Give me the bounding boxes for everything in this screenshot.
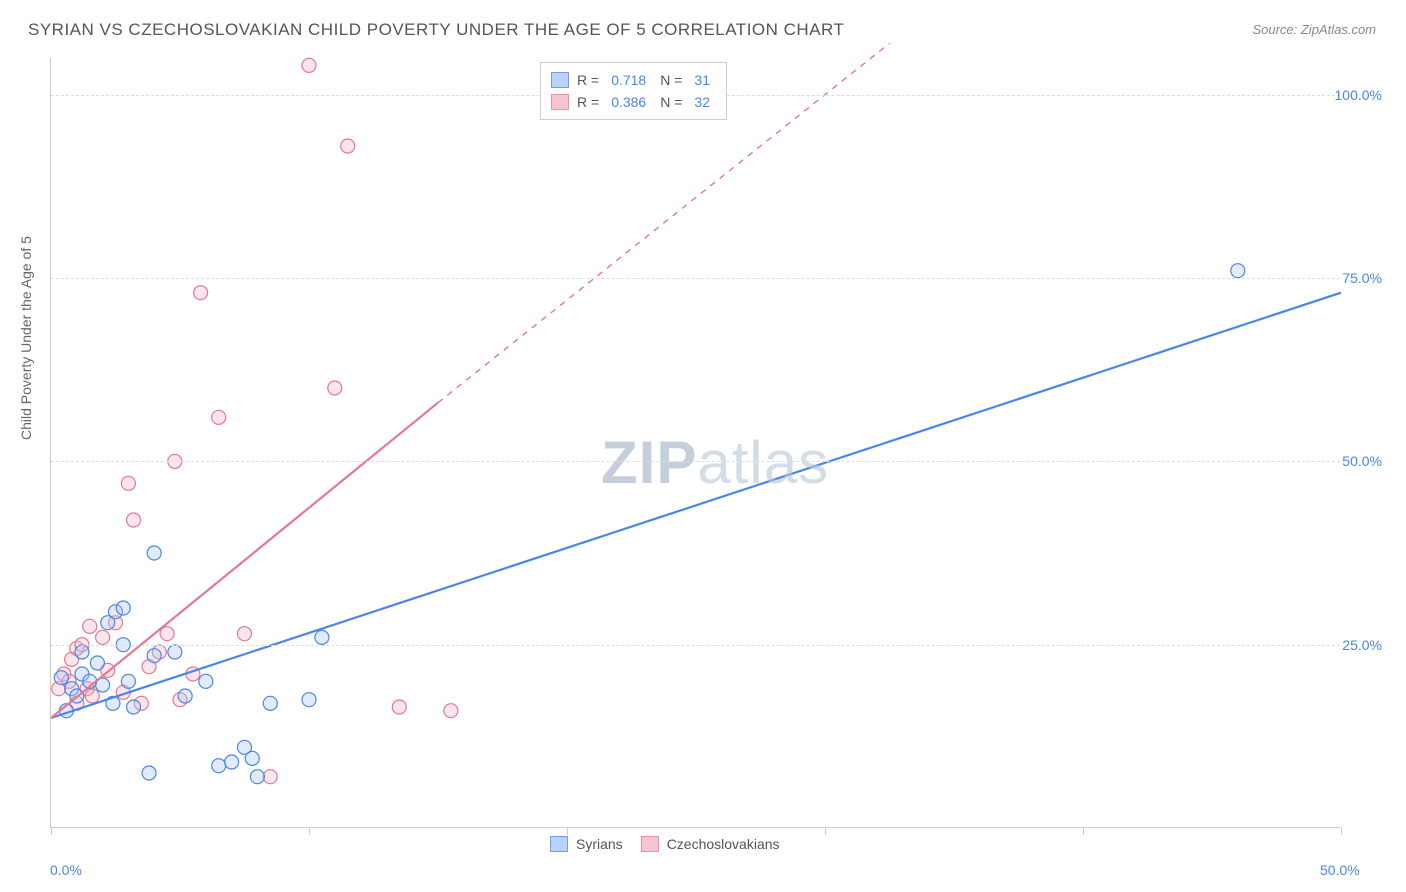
y-tick-label: 25.0% — [1342, 637, 1382, 653]
tick-x — [1341, 827, 1342, 835]
legend-row: R = 0.386 N = 32 — [551, 91, 716, 113]
data-point — [263, 770, 277, 784]
y-tick-label: 100.0% — [1335, 87, 1382, 103]
data-point — [225, 755, 239, 769]
legend-swatch — [551, 94, 569, 110]
data-point — [238, 627, 252, 641]
gridline-h — [51, 645, 1340, 646]
data-point — [96, 630, 110, 644]
plot-area: ZIPatlas — [50, 58, 1340, 828]
x-tick-label: 0.0% — [50, 862, 82, 878]
x-tick-label: 50.0% — [1320, 862, 1360, 878]
data-point — [212, 410, 226, 424]
data-point — [250, 770, 264, 784]
data-point — [245, 751, 259, 765]
data-point — [1231, 264, 1245, 278]
gridline-h — [51, 461, 1340, 462]
legend-n-value: 32 — [694, 91, 710, 113]
data-point — [212, 759, 226, 773]
legend-n-label: N = — [660, 91, 682, 113]
data-point — [263, 696, 277, 710]
legend-r-label: R = — [577, 91, 599, 113]
data-point — [142, 766, 156, 780]
data-point — [54, 671, 68, 685]
gridline-h — [51, 278, 1340, 279]
data-point — [328, 381, 342, 395]
data-point — [121, 674, 135, 688]
tick-x — [51, 827, 52, 835]
legend-series: Syrians Czechoslovakians — [550, 836, 780, 852]
data-point — [83, 619, 97, 633]
legend-n-value: 31 — [694, 69, 710, 91]
y-tick-label: 75.0% — [1342, 270, 1382, 286]
legend-correlation: R = 0.718 N = 31 R = 0.386 N = 32 — [540, 62, 727, 120]
legend-series-item: Syrians — [550, 836, 623, 852]
data-point — [315, 630, 329, 644]
data-point — [121, 476, 135, 490]
data-point — [178, 689, 192, 703]
data-point — [392, 700, 406, 714]
data-point — [194, 286, 208, 300]
legend-swatch — [550, 836, 568, 852]
legend-r-value: 0.718 — [611, 69, 646, 91]
legend-swatch — [551, 72, 569, 88]
y-tick-label: 50.0% — [1342, 453, 1382, 469]
tick-x — [1083, 827, 1084, 835]
data-point — [147, 649, 161, 663]
data-point — [90, 656, 104, 670]
chart-title: SYRIAN VS CZECHOSLOVAKIAN CHILD POVERTY … — [28, 20, 844, 40]
legend-n-label: N = — [660, 69, 682, 91]
data-point — [168, 645, 182, 659]
legend-row: R = 0.718 N = 31 — [551, 69, 716, 91]
data-point — [85, 689, 99, 703]
legend-r-value: 0.386 — [611, 91, 646, 113]
data-point — [75, 645, 89, 659]
data-point — [147, 546, 161, 560]
trend-line — [51, 403, 438, 718]
data-point — [444, 704, 458, 718]
data-point — [302, 693, 316, 707]
legend-series-item: Czechoslovakians — [641, 836, 780, 852]
legend-series-label: Czechoslovakians — [667, 836, 780, 852]
source-label: Source: ZipAtlas.com — [1252, 22, 1376, 37]
data-point — [341, 139, 355, 153]
data-point — [199, 674, 213, 688]
tick-x — [567, 827, 568, 835]
chart-svg — [51, 58, 1341, 828]
legend-swatch — [641, 836, 659, 852]
trend-line — [51, 293, 1341, 718]
y-axis-label: Child Poverty Under the Age of 5 — [18, 236, 34, 440]
data-point — [127, 700, 141, 714]
data-point — [302, 58, 316, 72]
tick-x — [309, 827, 310, 835]
data-point — [127, 513, 141, 527]
data-point — [116, 601, 130, 615]
legend-series-label: Syrians — [576, 836, 623, 852]
tick-x — [825, 827, 826, 835]
legend-r-label: R = — [577, 69, 599, 91]
